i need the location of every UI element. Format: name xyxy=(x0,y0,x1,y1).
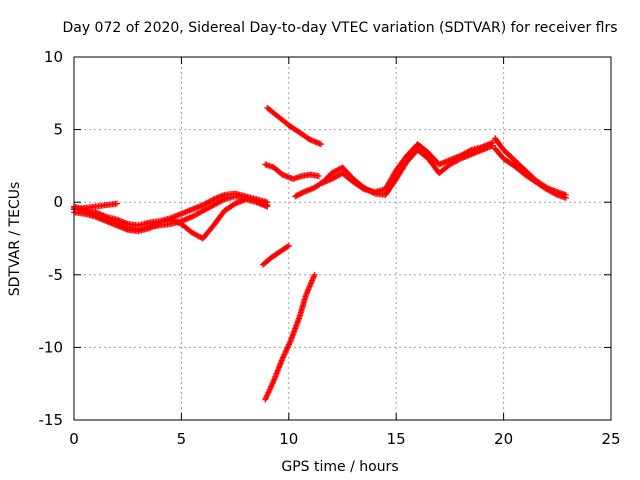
x-tick-label: 15 xyxy=(387,430,406,448)
axis-ticks: 0 5 10 15 20 25 10 5 0 -5 -10 -15 xyxy=(39,48,621,448)
data-point xyxy=(311,271,318,278)
series-arc-4 xyxy=(71,200,120,213)
data-point xyxy=(562,194,569,201)
y-tick-label: 10 xyxy=(44,48,63,66)
data-point xyxy=(552,191,559,198)
x-tick-label: 0 xyxy=(69,430,79,448)
series-arc-7 xyxy=(262,271,318,403)
data-point xyxy=(209,197,216,204)
y-tick-label: 5 xyxy=(53,121,63,139)
x-axis-label: GPS time / hours xyxy=(281,459,398,475)
data-point xyxy=(467,147,474,154)
data-point xyxy=(264,199,271,206)
plot-frame xyxy=(73,56,612,421)
grid xyxy=(74,57,611,420)
data-point xyxy=(489,139,496,146)
series-arc-12 xyxy=(492,145,569,201)
data-points xyxy=(71,104,569,403)
data-point xyxy=(285,242,292,249)
y-tick-label: 0 xyxy=(53,193,63,211)
x-tick-label: 20 xyxy=(494,430,513,448)
series-arc-3 xyxy=(71,190,271,229)
y-tick-label: -5 xyxy=(48,266,63,284)
x-tick-label: 25 xyxy=(601,430,620,448)
data-point xyxy=(359,185,366,192)
data-point xyxy=(318,141,325,148)
data-point xyxy=(315,173,322,180)
data-point xyxy=(113,200,120,207)
x-tick-label: 5 xyxy=(177,430,187,448)
chart-title: Day 072 of 2020, Sidereal Day-to-day VTE… xyxy=(62,20,617,36)
series-arc-6 xyxy=(262,161,322,182)
series-arc-8 xyxy=(260,242,292,268)
series-arc-5 xyxy=(264,104,325,148)
y-tick-label: -15 xyxy=(39,411,64,429)
series-arc-10 xyxy=(318,139,496,196)
y-tick-label: -10 xyxy=(39,338,64,356)
data-point xyxy=(284,243,291,250)
x-tick-label: 10 xyxy=(279,430,298,448)
y-axis-label: SDTVAR / TECUs xyxy=(7,182,23,297)
series-arc-9 xyxy=(292,142,496,200)
